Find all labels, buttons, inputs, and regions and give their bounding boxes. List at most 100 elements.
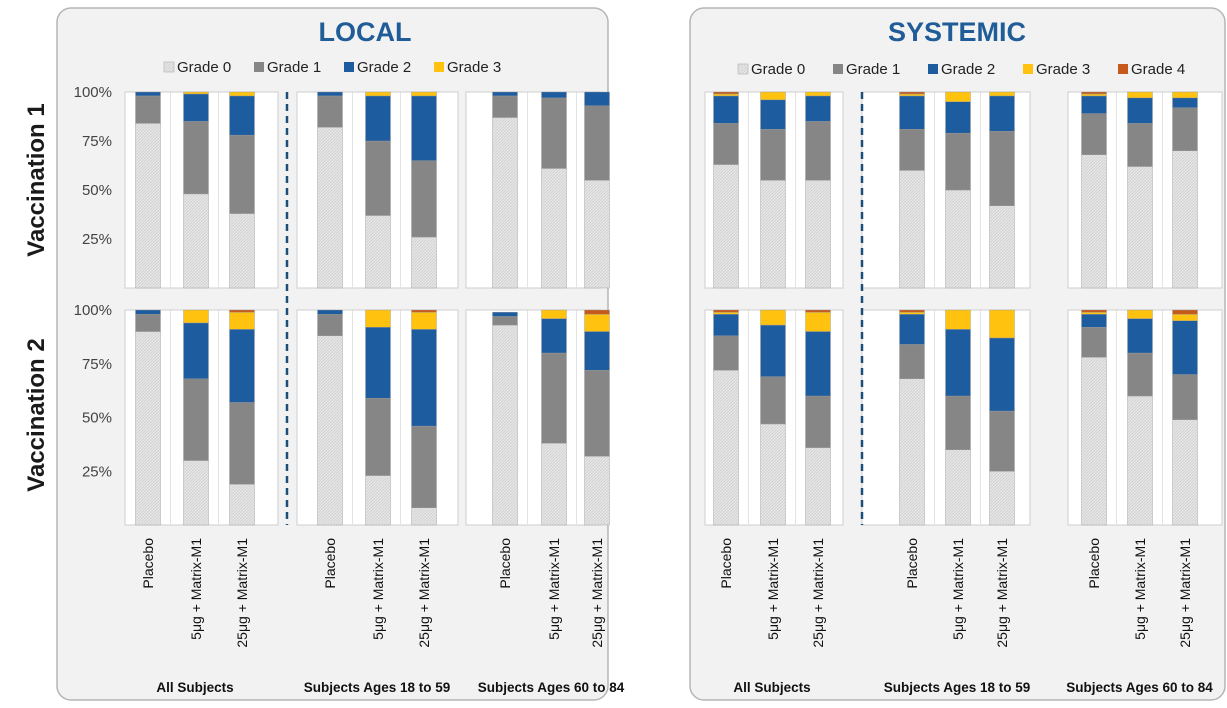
systemic-bar-1-6-grade1 bbox=[989, 130, 1015, 206]
y-tick-label-1-1: 75% bbox=[82, 133, 112, 150]
local-bar-2-4-grade2 bbox=[317, 309, 343, 315]
local-legend-label-1: Grade 1 bbox=[267, 59, 321, 76]
local-bar-1-4-grade2 bbox=[317, 91, 343, 97]
systemic-bar-2-4-grade4 bbox=[899, 309, 925, 313]
systemic-category-label-3-3: 25μg + Matrix-M1 bbox=[1177, 538, 1193, 648]
y-tick-label-1-3: 25% bbox=[82, 231, 112, 248]
local-plot-area-2-3 bbox=[465, 309, 601, 526]
systemic-bar-2-9-grade2 bbox=[1172, 320, 1198, 375]
systemic-legend-label-3: Grade 3 bbox=[1036, 61, 1090, 78]
systemic-bar-2-3-grade2 bbox=[805, 331, 831, 397]
local-bar-2-5-grade3 bbox=[365, 309, 391, 328]
systemic-bar-1-7-grade0 bbox=[1081, 154, 1107, 289]
local-bar-1-1-grade2 bbox=[135, 91, 161, 97]
local-bar-2-3-grade4 bbox=[229, 309, 255, 313]
local-legend-label-3: Grade 3 bbox=[447, 59, 501, 76]
systemic-bar-2-1-grade1 bbox=[713, 335, 739, 371]
systemic-bar-2-7-grade0 bbox=[1081, 357, 1107, 526]
systemic-bar-2-9-grade0 bbox=[1172, 419, 1198, 526]
local-legend-swatch-2 bbox=[344, 62, 354, 72]
local-bar-2-9-grade3 bbox=[584, 314, 610, 332]
systemic-category-label-1-3: 25μg + Matrix-M1 bbox=[810, 538, 826, 648]
systemic-bar-1-6-grade3 bbox=[989, 91, 1015, 97]
local-bar-1-7-grade1 bbox=[492, 95, 518, 118]
systemic-legend-swatch-0 bbox=[737, 63, 749, 75]
systemic-bar-1-9-grade0 bbox=[1172, 150, 1198, 289]
systemic-bar-2-2-grade2 bbox=[760, 324, 786, 377]
systemic-bar-1-3-grade0 bbox=[805, 179, 831, 289]
y-tick-label-1-2: 50% bbox=[82, 182, 112, 199]
local-bar-2-6-grade1 bbox=[411, 425, 437, 509]
systemic-bar-2-1-grade4 bbox=[713, 309, 739, 313]
local-bar-1-7-grade2 bbox=[492, 91, 518, 97]
local-bar-2-5-grade1 bbox=[365, 397, 391, 476]
local-bar-1-2-grade0 bbox=[183, 193, 209, 289]
systemic-bar-1-4-grade4 bbox=[899, 91, 925, 95]
systemic-bar-1-4-grade3 bbox=[899, 93, 925, 97]
systemic-category-label-2-2: 5μg + Matrix-M1 bbox=[950, 538, 966, 640]
local-bar-2-1-grade1 bbox=[135, 314, 161, 332]
systemic-bar-1-1-grade4 bbox=[713, 91, 739, 95]
local-bar-1-5-grade3 bbox=[365, 91, 391, 97]
local-bar-2-5-grade2 bbox=[365, 327, 391, 399]
local-category-label-1-1: Placebo bbox=[140, 538, 156, 589]
systemic-bar-2-2-grade1 bbox=[760, 376, 786, 425]
local-group-label-1: All Subjects bbox=[156, 680, 233, 695]
systemic-bar-1-9-grade1 bbox=[1172, 107, 1198, 151]
systemic-category-label-1-2: 5μg + Matrix-M1 bbox=[765, 538, 781, 640]
local-bar-2-1-grade2 bbox=[135, 309, 161, 315]
systemic-bar-2-4-grade2 bbox=[899, 314, 925, 345]
local-bar-2-1-grade0 bbox=[135, 331, 161, 526]
local-bar-1-1-grade0 bbox=[135, 123, 161, 289]
local-bar-1-3-grade1 bbox=[229, 134, 255, 214]
local-bar-1-7-grade0 bbox=[492, 117, 518, 289]
local-bar-2-2-grade3 bbox=[183, 309, 209, 324]
local-category-label-3-3: 25μg + Matrix-M1 bbox=[589, 538, 605, 648]
local-bar-2-6-grade0 bbox=[411, 507, 437, 526]
systemic-bar-2-8-grade0 bbox=[1127, 395, 1153, 526]
local-bar-1-4-grade0 bbox=[317, 127, 343, 289]
local-bar-1-6-grade0 bbox=[411, 236, 437, 289]
systemic-category-label-3-2: 5μg + Matrix-M1 bbox=[1132, 538, 1148, 640]
systemic-bar-2-9-grade3 bbox=[1172, 314, 1198, 321]
systemic-bar-2-6-grade1 bbox=[989, 410, 1015, 472]
local-bar-1-6-grade3 bbox=[411, 91, 437, 97]
systemic-bar-2-3-grade0 bbox=[805, 447, 831, 526]
local-bar-2-9-grade1 bbox=[584, 370, 610, 457]
systemic-category-label-1-1: Placebo bbox=[718, 538, 734, 589]
local-bar-1-3-grade0 bbox=[229, 213, 255, 289]
local-bar-2-6-grade2 bbox=[411, 329, 437, 427]
local-category-label-2-3: 25μg + Matrix-M1 bbox=[416, 538, 432, 648]
local-title: LOCAL bbox=[319, 17, 412, 47]
systemic-bar-1-5-grade1 bbox=[945, 132, 971, 191]
local-bar-2-7-grade0 bbox=[492, 324, 518, 526]
local-bar-2-5-grade0 bbox=[365, 475, 391, 526]
local-bar-1-8-grade1 bbox=[541, 97, 567, 169]
systemic-bar-1-2-grade3 bbox=[760, 91, 786, 101]
systemic-bar-1-7-grade3 bbox=[1081, 93, 1107, 97]
systemic-bar-2-3-grade3 bbox=[805, 311, 831, 332]
row-label-1: Vaccination 1 bbox=[23, 103, 50, 256]
systemic-bar-2-1-grade3 bbox=[713, 311, 739, 315]
local-bar-2-6-grade4 bbox=[411, 309, 437, 313]
local-bar-1-5-grade0 bbox=[365, 215, 391, 289]
systemic-category-label-2-1: Placebo bbox=[904, 538, 920, 589]
systemic-bar-1-8-grade1 bbox=[1127, 123, 1153, 167]
systemic-bar-2-5-grade1 bbox=[945, 395, 971, 450]
local-bar-2-8-grade0 bbox=[541, 443, 567, 526]
systemic-bar-1-9-grade2 bbox=[1172, 97, 1198, 108]
local-bar-1-5-grade2 bbox=[365, 95, 391, 142]
systemic-bar-1-9-grade3 bbox=[1172, 91, 1198, 99]
systemic-group-label-1: All Subjects bbox=[733, 680, 810, 695]
systemic-bar-2-7-grade2 bbox=[1081, 314, 1107, 328]
local-bar-2-3-grade0 bbox=[229, 483, 255, 526]
local-bar-2-2-grade1 bbox=[183, 378, 209, 461]
systemic-bar-1-8-grade0 bbox=[1127, 166, 1153, 289]
systemic-bar-1-6-grade2 bbox=[989, 95, 1015, 132]
systemic-bar-1-4-grade0 bbox=[899, 170, 925, 289]
systemic-legend-label-4: Grade 4 bbox=[1131, 61, 1185, 78]
systemic-bar-1-2-grade1 bbox=[760, 129, 786, 181]
systemic-bar-1-1-grade2 bbox=[713, 95, 739, 124]
systemic-legend-label-2: Grade 2 bbox=[941, 61, 995, 78]
